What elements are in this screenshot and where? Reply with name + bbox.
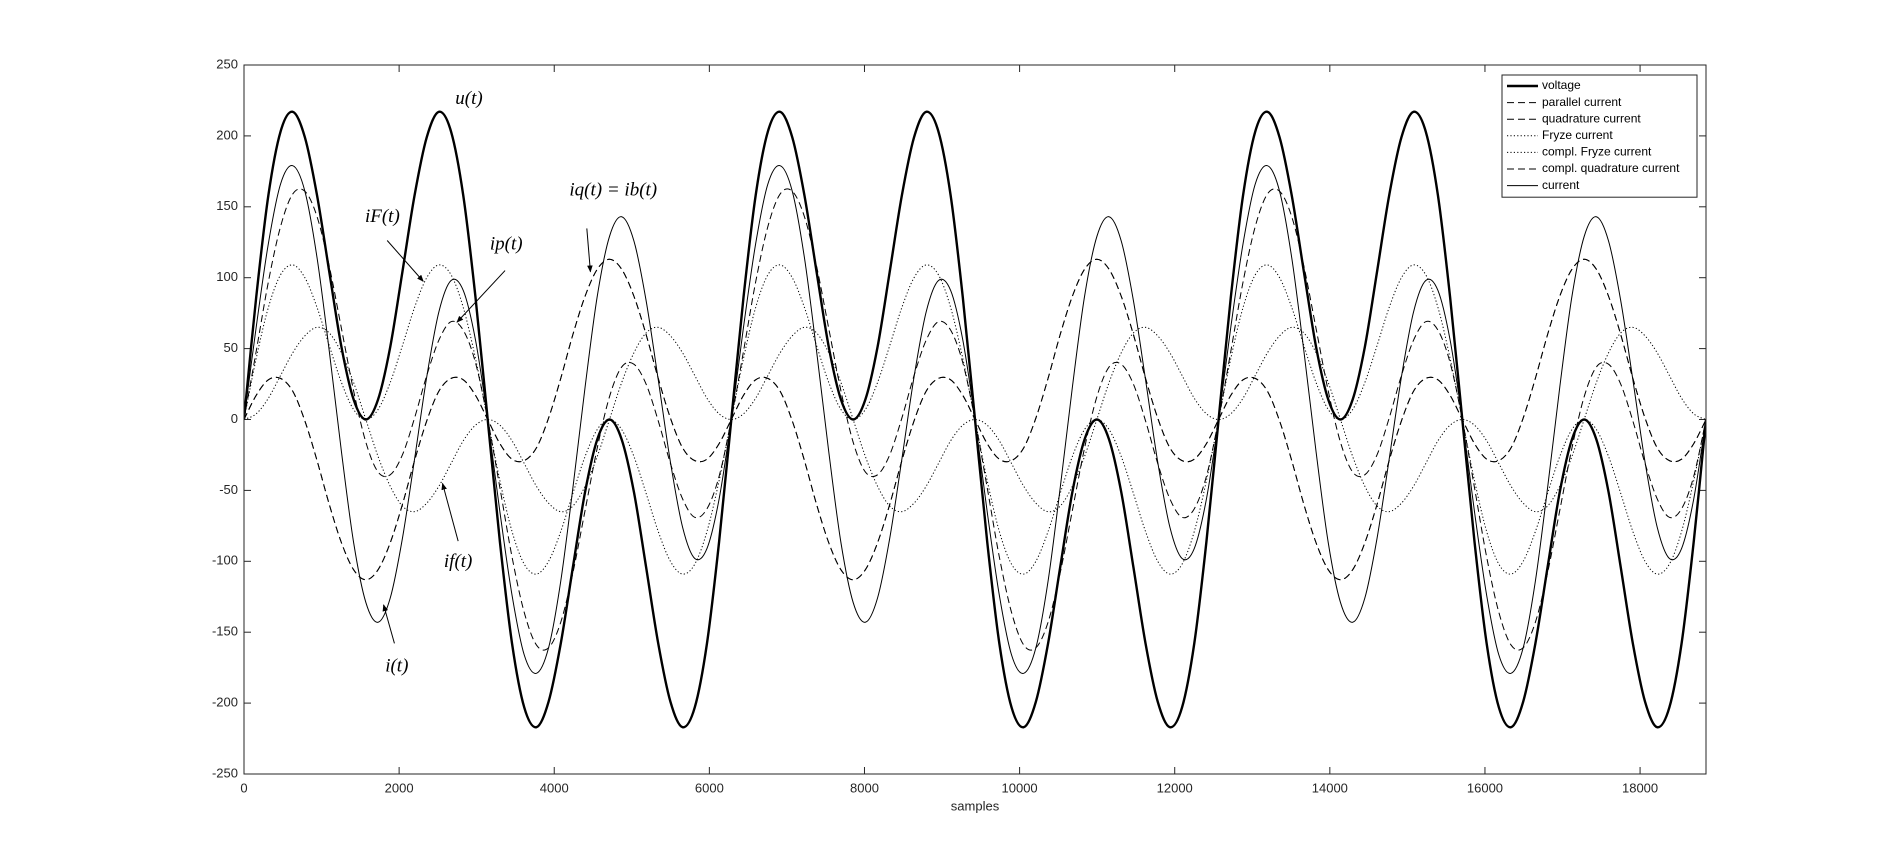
x-tick-label: 10000 xyxy=(1002,780,1038,795)
y-tick-label: 150 xyxy=(216,198,238,213)
x-tick-label: 6000 xyxy=(695,780,724,795)
axes-box xyxy=(243,64,1707,775)
y-tick-label: 250 xyxy=(216,56,238,71)
annotation: iF(t) xyxy=(365,206,400,227)
y-tick-label: -200 xyxy=(212,695,238,710)
annotation-arrow xyxy=(456,270,506,323)
annotation-arrow xyxy=(382,604,395,644)
y-tick-label: 50 xyxy=(224,340,238,355)
annotation: ip(t) xyxy=(490,234,523,255)
annotation: if(t) xyxy=(444,551,473,572)
x-tick-label: 16000 xyxy=(1467,780,1503,795)
annotation-arrow xyxy=(586,228,593,273)
annotation: u(t) xyxy=(455,88,482,109)
x-tick-label: 2000 xyxy=(385,780,414,795)
x-tick-label: 14000 xyxy=(1312,780,1348,795)
x-tick-label: 8000 xyxy=(850,780,879,795)
y-tick-label: -150 xyxy=(212,624,238,639)
legend-label: voltage xyxy=(1542,78,1581,92)
y-tick-label: 0 xyxy=(231,411,238,426)
legend-label: quadrature current xyxy=(1542,111,1641,125)
y-tick-label: 200 xyxy=(216,127,238,142)
legend-label: current xyxy=(1542,178,1580,192)
x-tick-label: 18000 xyxy=(1622,780,1658,795)
legend: voltage parallel current quadrature curren… xyxy=(1501,74,1698,198)
annotation: i(t) xyxy=(385,656,408,677)
legend-label: compl. quadrature current xyxy=(1542,161,1680,175)
series-line xyxy=(244,165,1706,674)
legend-label: parallel current xyxy=(1542,95,1622,109)
y-tick-label: 100 xyxy=(216,269,238,284)
annotation-arrow xyxy=(386,240,424,282)
y-tick-label: -50 xyxy=(219,482,238,497)
annotation-arrow xyxy=(441,482,459,542)
x-axis-label: samples xyxy=(951,798,1000,813)
x-tick-label: 0 xyxy=(240,780,247,795)
legend-label: Fryze current xyxy=(1542,128,1613,142)
x-tick-label: 12000 xyxy=(1157,780,1193,795)
x-tick-label: 4000 xyxy=(540,780,569,795)
y-tick-label: -100 xyxy=(212,553,238,568)
annotation: iq(t) = ib(t) xyxy=(569,180,657,201)
y-tick-label: -250 xyxy=(212,765,238,780)
legend-label: compl. Fryze current xyxy=(1542,145,1652,159)
